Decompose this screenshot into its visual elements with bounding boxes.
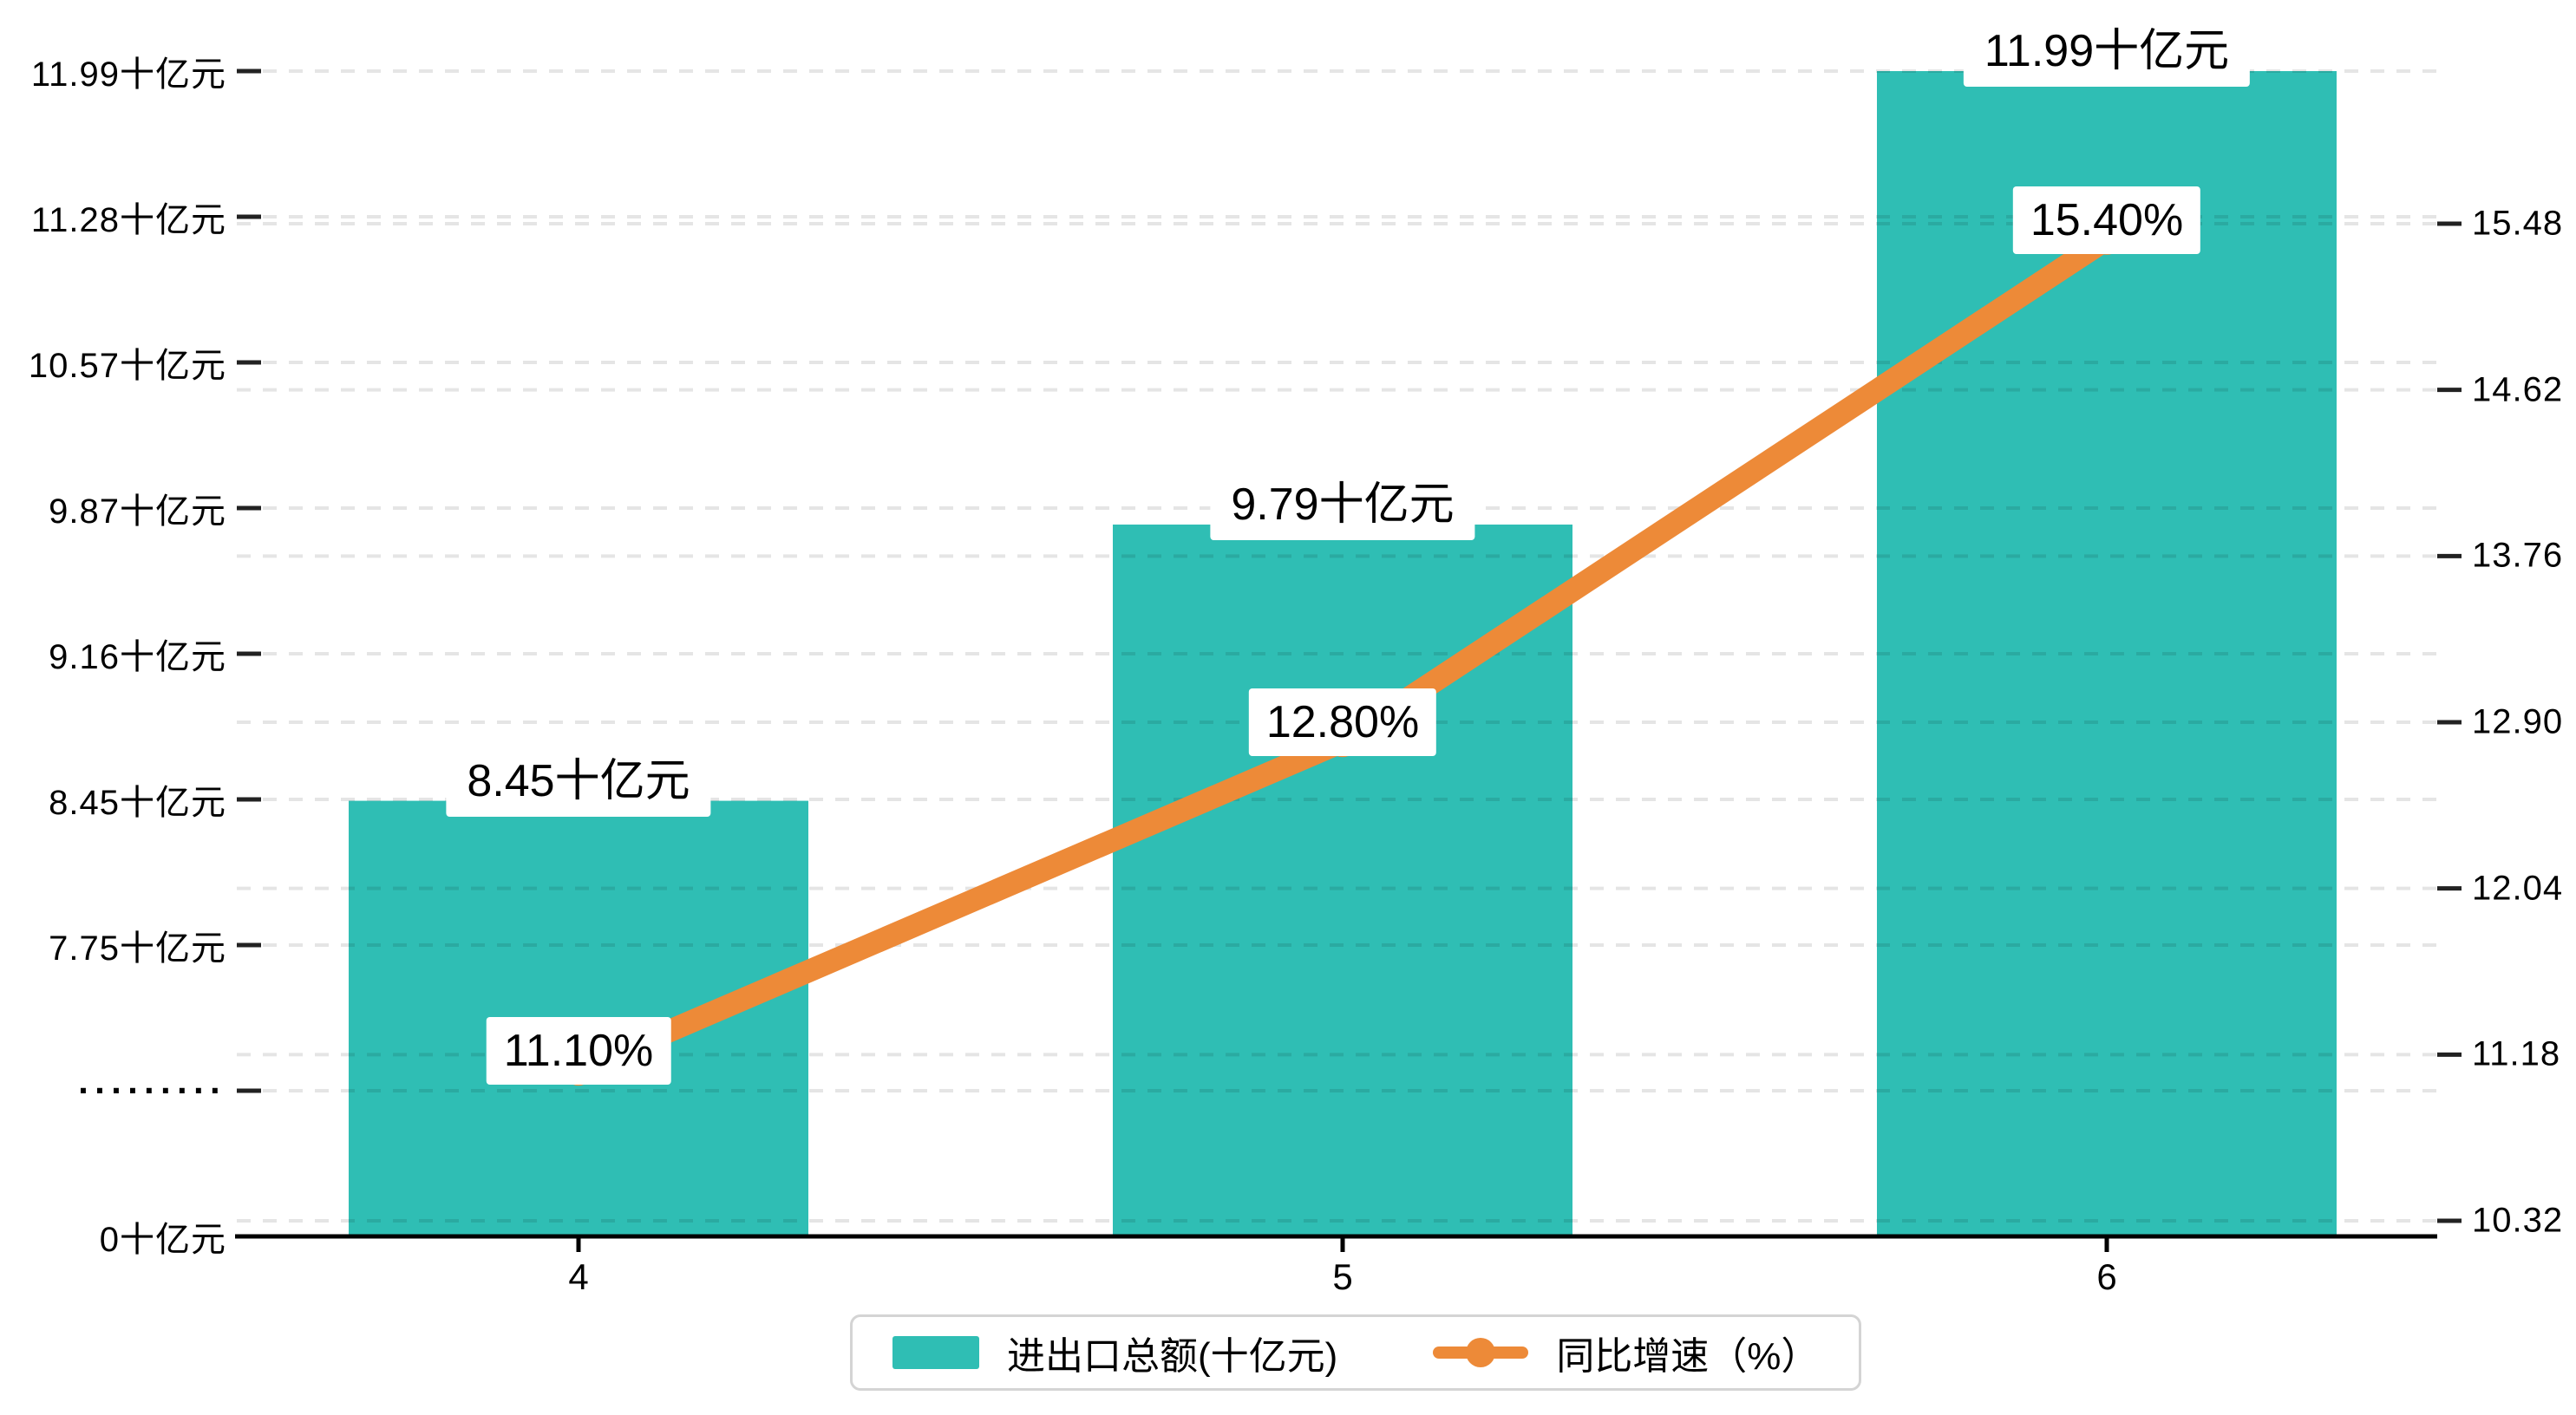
legend-item[interactable]: 进出口总额(十亿元) [892, 1325, 1337, 1380]
left-axis-tick-label: 11.28十亿元 [30, 201, 226, 239]
line-value-label: 15.40% [2012, 186, 2201, 254]
right-axis-tick-label: 12.04 [2472, 869, 2564, 908]
line-value-label: 12.80% [1248, 688, 1437, 757]
bar-value-label: 8.45十亿元 [446, 735, 711, 817]
bar-value-label: 9.79十亿元 [1210, 460, 1475, 541]
bar-value-label: 11.99十亿元 [1963, 6, 2251, 87]
right-axis-tick-label: 10.32 [2472, 1201, 2564, 1240]
left-axis-tick-label: 11.99十亿元 [30, 55, 226, 94]
right-axis-tick-label: 15.48 [2472, 204, 2564, 243]
left-axis-tick-label: 0十亿元 [99, 1221, 226, 1259]
bar [1877, 71, 2337, 1236]
line-value-label: 11.10% [486, 1017, 671, 1086]
right-axis-tick-label: 14.62 [2472, 370, 2564, 409]
legend-line-dot [1466, 1338, 1496, 1367]
left-axis-tick-label: 9.87十亿元 [49, 492, 226, 531]
x-axis-label: 6 [2096, 1256, 2117, 1297]
legend-item-label: 进出口总额(十亿元) [1007, 1335, 1338, 1378]
legend: 进出口总额(十亿元) 同比增速（%） [850, 1314, 1862, 1391]
right-axis-tick-label: 13.76 [2472, 536, 2564, 575]
legend-item-label: 同比增速（%） [1556, 1335, 1820, 1378]
left-axis-tick-label: 9.16十亿元 [49, 638, 226, 676]
left-axis-break-label: ········· [78, 1070, 226, 1111]
legend-bar-swatch-icon [892, 1336, 979, 1369]
left-axis-tick-label: 7.75十亿元 [49, 929, 226, 968]
right-axis-tick-label: 12.90 [2472, 702, 2564, 741]
legend-item[interactable]: 同比增速（%） [1433, 1325, 1819, 1380]
right-axis-tick-label: 11.18 [2472, 1034, 2561, 1073]
left-axis-tick-label: 10.57十亿元 [28, 347, 226, 385]
x-axis-label: 5 [1332, 1256, 1353, 1297]
left-axis-tick-label: 8.45十亿元 [49, 784, 226, 822]
x-axis-label: 4 [568, 1256, 589, 1297]
legend-line-marker-icon [1433, 1336, 1529, 1369]
